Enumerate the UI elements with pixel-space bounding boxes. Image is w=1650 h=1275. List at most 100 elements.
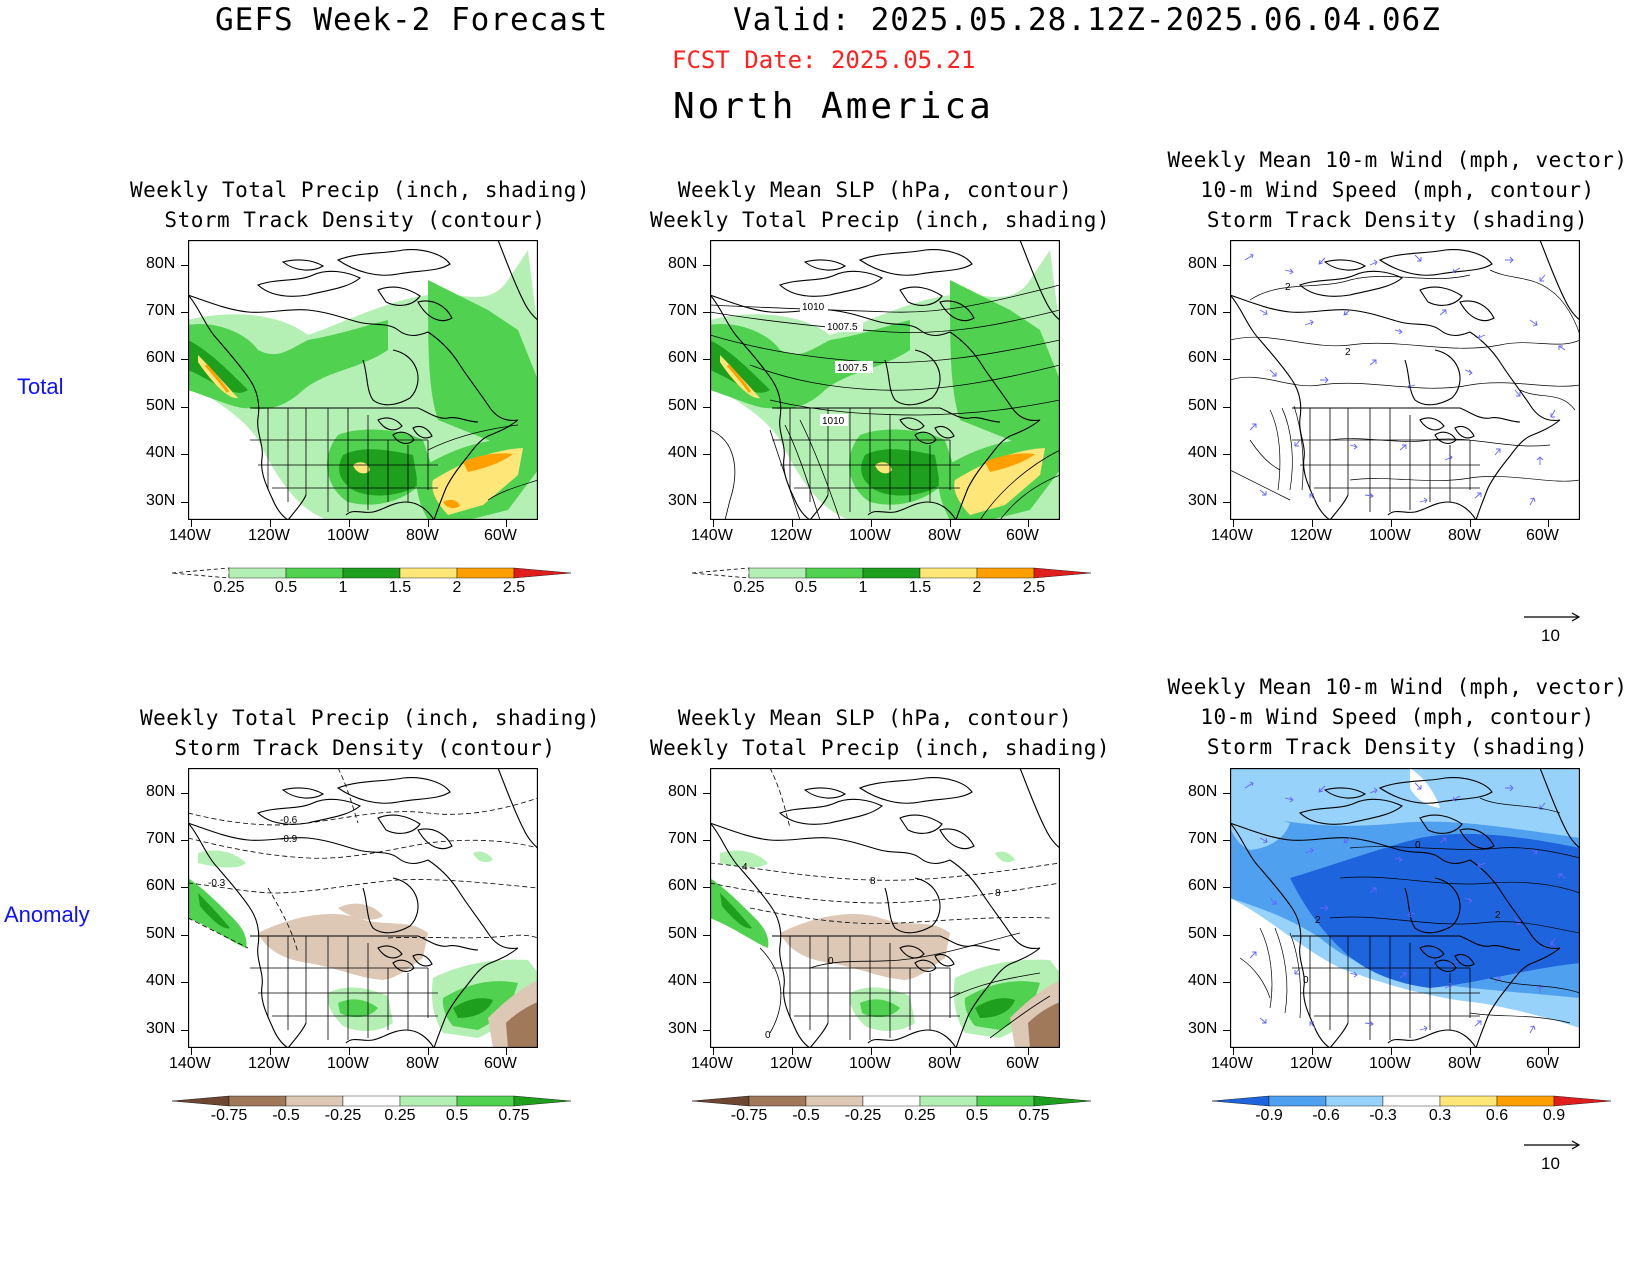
longitude-tick bbox=[506, 520, 507, 527]
longitude-tick bbox=[1028, 1048, 1029, 1055]
longitude-tick bbox=[191, 520, 192, 527]
latitude-label: 80N bbox=[1188, 783, 1218, 800]
colorbar-precip-total-2 bbox=[692, 567, 1092, 579]
latitude-tick bbox=[181, 982, 188, 983]
colorbar-segment bbox=[513, 1095, 572, 1107]
slp-contour-labels: 1010 1007.5 1007.5 1010 bbox=[800, 300, 873, 427]
slp-anomaly-contours bbox=[710, 768, 1060, 1039]
colorbar-segment bbox=[1033, 1095, 1092, 1107]
contour-label: 8 bbox=[995, 888, 1001, 899]
panel-title-line: Weekly Mean 10-m Wind (mph, vector) bbox=[1167, 675, 1628, 699]
latitude-tick bbox=[1223, 935, 1230, 936]
latitude-tick bbox=[181, 935, 188, 936]
contour-label: 0 bbox=[765, 1030, 771, 1041]
longitude-label: 100W bbox=[327, 527, 369, 544]
colorbar-segment bbox=[748, 567, 807, 579]
storm-track-anomaly-contours bbox=[188, 768, 538, 954]
panel-title-precip-anom: Weekly Total Precip (inch, shading) Stor… bbox=[140, 703, 601, 763]
vector-reference-arrow bbox=[1524, 1140, 1581, 1150]
longitude-tick bbox=[1028, 520, 1029, 527]
vector-reference-arrow bbox=[1524, 612, 1581, 622]
colorbar-segment bbox=[1033, 567, 1092, 579]
latitude-tick bbox=[703, 312, 710, 313]
map-slp-anomaly: 4 8 8 0 0 bbox=[710, 768, 1060, 1048]
colorbar-precip-anomaly bbox=[172, 1095, 572, 1107]
contour-label: 1010 bbox=[822, 416, 845, 427]
longitude-tick bbox=[1391, 520, 1392, 527]
longitude-tick bbox=[506, 1048, 507, 1055]
colorbar-label: 2.5 bbox=[1022, 579, 1046, 596]
colorbar-segment bbox=[399, 567, 458, 579]
longitude-label: 100W bbox=[849, 1055, 891, 1072]
latitude-tick bbox=[181, 454, 188, 455]
colorbar-label: 1 bbox=[858, 579, 868, 596]
latitude-label: 60N bbox=[146, 877, 176, 894]
longitude-label: 140W bbox=[691, 527, 733, 544]
row-label-anomaly: Anomaly bbox=[4, 902, 90, 927]
longitude-label: 140W bbox=[169, 1055, 211, 1072]
latitude-tick bbox=[181, 840, 188, 841]
colorbar-precip-total bbox=[172, 567, 572, 579]
latitude-label: 50N bbox=[1188, 925, 1218, 942]
latitude-tick bbox=[181, 793, 188, 794]
colorbar-segment bbox=[862, 567, 921, 579]
latitude-tick bbox=[1223, 1030, 1230, 1031]
map-wind-total: 2 2 bbox=[1230, 240, 1580, 520]
colorbar-label: 2.5 bbox=[502, 579, 526, 596]
colorbar-label: 0.75 bbox=[498, 1107, 530, 1124]
panel-title-slp-anom: Weekly Mean SLP (hPa, contour) Weekly To… bbox=[650, 703, 1110, 763]
latitude-tick bbox=[1223, 359, 1230, 360]
colorbar-segment bbox=[285, 567, 344, 579]
latitude-tick bbox=[703, 982, 710, 983]
longitude-tick bbox=[1470, 1048, 1471, 1055]
latitude-tick bbox=[1223, 982, 1230, 983]
region-title: North America bbox=[673, 86, 994, 127]
valid-period: Valid: 2025.05.28.12Z-2025.06.04.06Z bbox=[733, 2, 1441, 38]
colorbar-label: -0.75 bbox=[210, 1107, 248, 1124]
latitude-label: 60N bbox=[668, 349, 698, 366]
colorbar-segment bbox=[399, 1095, 458, 1107]
colorbar-label: 0.5 bbox=[274, 579, 298, 596]
longitude-tick bbox=[1470, 520, 1471, 527]
map-frame bbox=[188, 240, 538, 520]
colorbar-segment bbox=[862, 1095, 921, 1107]
latitude-tick bbox=[1223, 887, 1230, 888]
map-frame bbox=[710, 240, 1060, 520]
latitude-tick bbox=[703, 359, 710, 360]
colorbar-segment bbox=[805, 1095, 864, 1107]
colorbar-label: -0.5 bbox=[272, 1107, 300, 1124]
latitude-label: 30N bbox=[1188, 492, 1218, 509]
contour-label: -0.6 bbox=[280, 815, 298, 826]
contour-label: 1007.5 bbox=[827, 322, 858, 333]
colorbar-segment bbox=[1553, 1095, 1612, 1107]
panel-title-line: Weekly Total Precip (inch, shading) bbox=[140, 706, 601, 730]
longitude-tick bbox=[713, 1048, 714, 1055]
colorbar-segment bbox=[919, 567, 978, 579]
latitude-tick bbox=[181, 1030, 188, 1031]
latitude-label: 50N bbox=[1188, 397, 1218, 414]
colorbar-segment bbox=[692, 1095, 750, 1107]
latitude-label: 40N bbox=[146, 444, 176, 461]
colorbar-segment bbox=[919, 1095, 978, 1107]
contour-label: 0 bbox=[1303, 975, 1309, 986]
latitude-label: 60N bbox=[146, 349, 176, 366]
longitude-label: 100W bbox=[327, 1055, 369, 1072]
panel-title-line: 10-m Wind Speed (mph, contour) bbox=[1200, 178, 1595, 202]
row-label-total: Total bbox=[17, 374, 64, 399]
panel-title-line: 10-m Wind Speed (mph, contour) bbox=[1200, 705, 1595, 729]
storm-track-anomaly-shading bbox=[1230, 768, 1580, 1028]
longitude-tick bbox=[270, 1048, 271, 1055]
colorbar-label: -0.9 bbox=[1255, 1107, 1283, 1124]
latitude-label: 70N bbox=[1188, 302, 1218, 319]
panel-title-wind-total: Weekly Mean 10-m Wind (mph, vector) 10-m… bbox=[1150, 145, 1645, 235]
contour-label: -0.3 bbox=[208, 878, 226, 889]
longitude-tick bbox=[270, 520, 271, 527]
panel-title-line: Weekly Mean SLP (hPa, contour) bbox=[677, 706, 1073, 730]
colorbar-segment bbox=[976, 1095, 1035, 1107]
latitude-label: 30N bbox=[146, 1020, 176, 1037]
latitude-label: 70N bbox=[146, 302, 176, 319]
longitude-label: 120W bbox=[248, 527, 290, 544]
latitude-tick bbox=[1223, 407, 1230, 408]
longitude-tick bbox=[871, 520, 872, 527]
colorbar-label: -0.25 bbox=[324, 1107, 362, 1124]
